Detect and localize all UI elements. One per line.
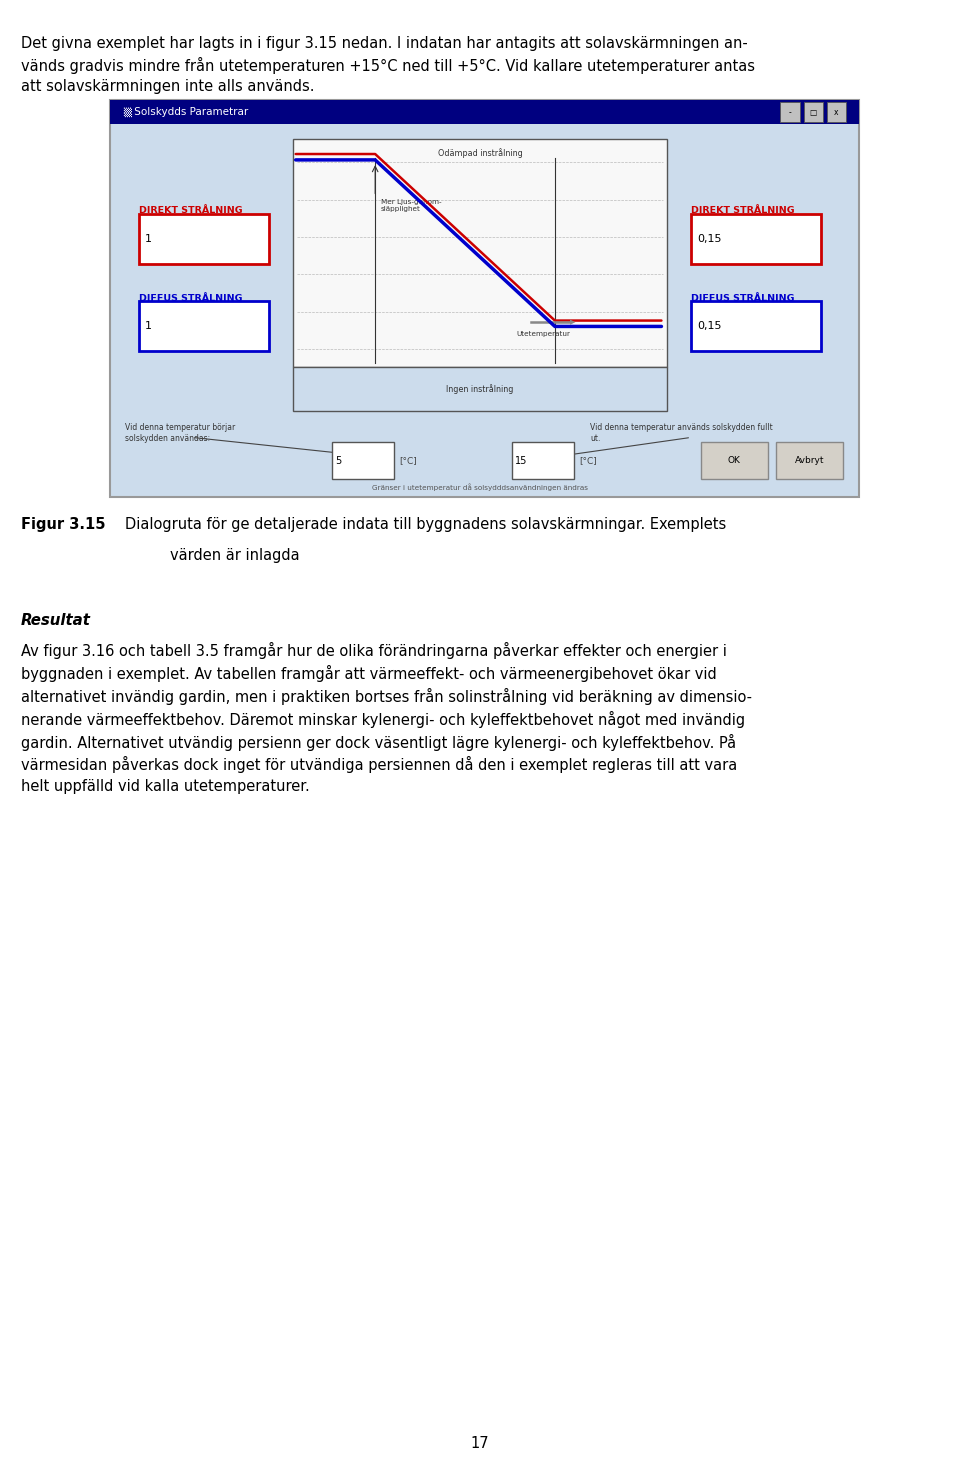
- Text: ▶: ▶: [570, 319, 576, 325]
- Text: Mer Ljus-genom-
släpplighet: Mer Ljus-genom- släpplighet: [381, 200, 442, 213]
- Text: Gränser i utetemperatur då solsydddsanvändningen ändras: Gränser i utetemperatur då solsydddsanvä…: [372, 483, 588, 491]
- Bar: [691, 301, 821, 351]
- Text: 15: 15: [515, 455, 527, 466]
- Text: Av figur 3.16 och tabell 3.5 framgår hur de olika förändringarna påverkar effekt: Av figur 3.16 och tabell 3.5 framgår hur…: [21, 642, 752, 793]
- Text: Figur 3.15: Figur 3.15: [21, 517, 106, 532]
- Bar: [804, 101, 823, 122]
- Text: [°C]: [°C]: [399, 455, 417, 466]
- Text: 17: 17: [470, 1437, 490, 1451]
- Text: Avbryt: Avbryt: [795, 455, 824, 466]
- Bar: [139, 301, 269, 351]
- Text: 5: 5: [335, 455, 341, 466]
- Bar: [512, 442, 574, 479]
- Text: Vid denna temperatur används solskydden fullt
ut.: Vid denna temperatur används solskydden …: [590, 423, 773, 442]
- Text: □: □: [809, 107, 817, 116]
- Text: Det givna exemplet har lagts in i figur 3.15 nedan. I indatan har antagits att s: Det givna exemplet har lagts in i figur …: [21, 35, 756, 94]
- Bar: [110, 100, 859, 497]
- Bar: [332, 442, 395, 479]
- Bar: [691, 214, 821, 264]
- Text: Vid denna temperatur börjar
solskydden användas:: Vid denna temperatur börjar solskydden a…: [125, 423, 235, 442]
- Text: 1: 1: [145, 234, 152, 244]
- Text: 1: 1: [145, 322, 152, 332]
- Bar: [139, 214, 269, 264]
- Text: OK: OK: [728, 455, 741, 466]
- Bar: [827, 101, 846, 122]
- Text: Dialogruta för ge detaljerade indata till byggnadens solavskärmningar. Exemplets: Dialogruta för ge detaljerade indata til…: [125, 517, 726, 532]
- Text: Ingen instrålning: Ingen instrålning: [446, 385, 514, 394]
- Text: DIREKT STRÅLNING: DIREKT STRÅLNING: [691, 206, 795, 216]
- Text: 0,15: 0,15: [697, 322, 722, 332]
- Text: DIFFUS STRÅLNING: DIFFUS STRÅLNING: [139, 294, 243, 303]
- Text: 0,15: 0,15: [697, 234, 722, 244]
- Bar: [110, 100, 859, 125]
- Text: Utetemperatur: Utetemperatur: [516, 331, 570, 336]
- Bar: [293, 140, 667, 367]
- Bar: [701, 442, 768, 479]
- Text: ▒ Solskydds Parametrar: ▒ Solskydds Parametrar: [123, 107, 248, 118]
- Text: värden är inlagda: värden är inlagda: [170, 548, 300, 563]
- Bar: [780, 101, 800, 122]
- Text: DIFFUS STRÅLNING: DIFFUS STRÅLNING: [691, 294, 795, 303]
- Text: Odämpad instrålning: Odämpad instrålning: [438, 148, 522, 159]
- Text: DIREKT STRÅLNING: DIREKT STRÅLNING: [139, 206, 243, 216]
- Text: Resultat: Resultat: [21, 613, 91, 627]
- Bar: [776, 442, 843, 479]
- Text: x: x: [834, 107, 838, 116]
- Bar: [293, 367, 667, 411]
- Text: [°C]: [°C]: [579, 455, 596, 466]
- Text: -: -: [789, 107, 791, 116]
